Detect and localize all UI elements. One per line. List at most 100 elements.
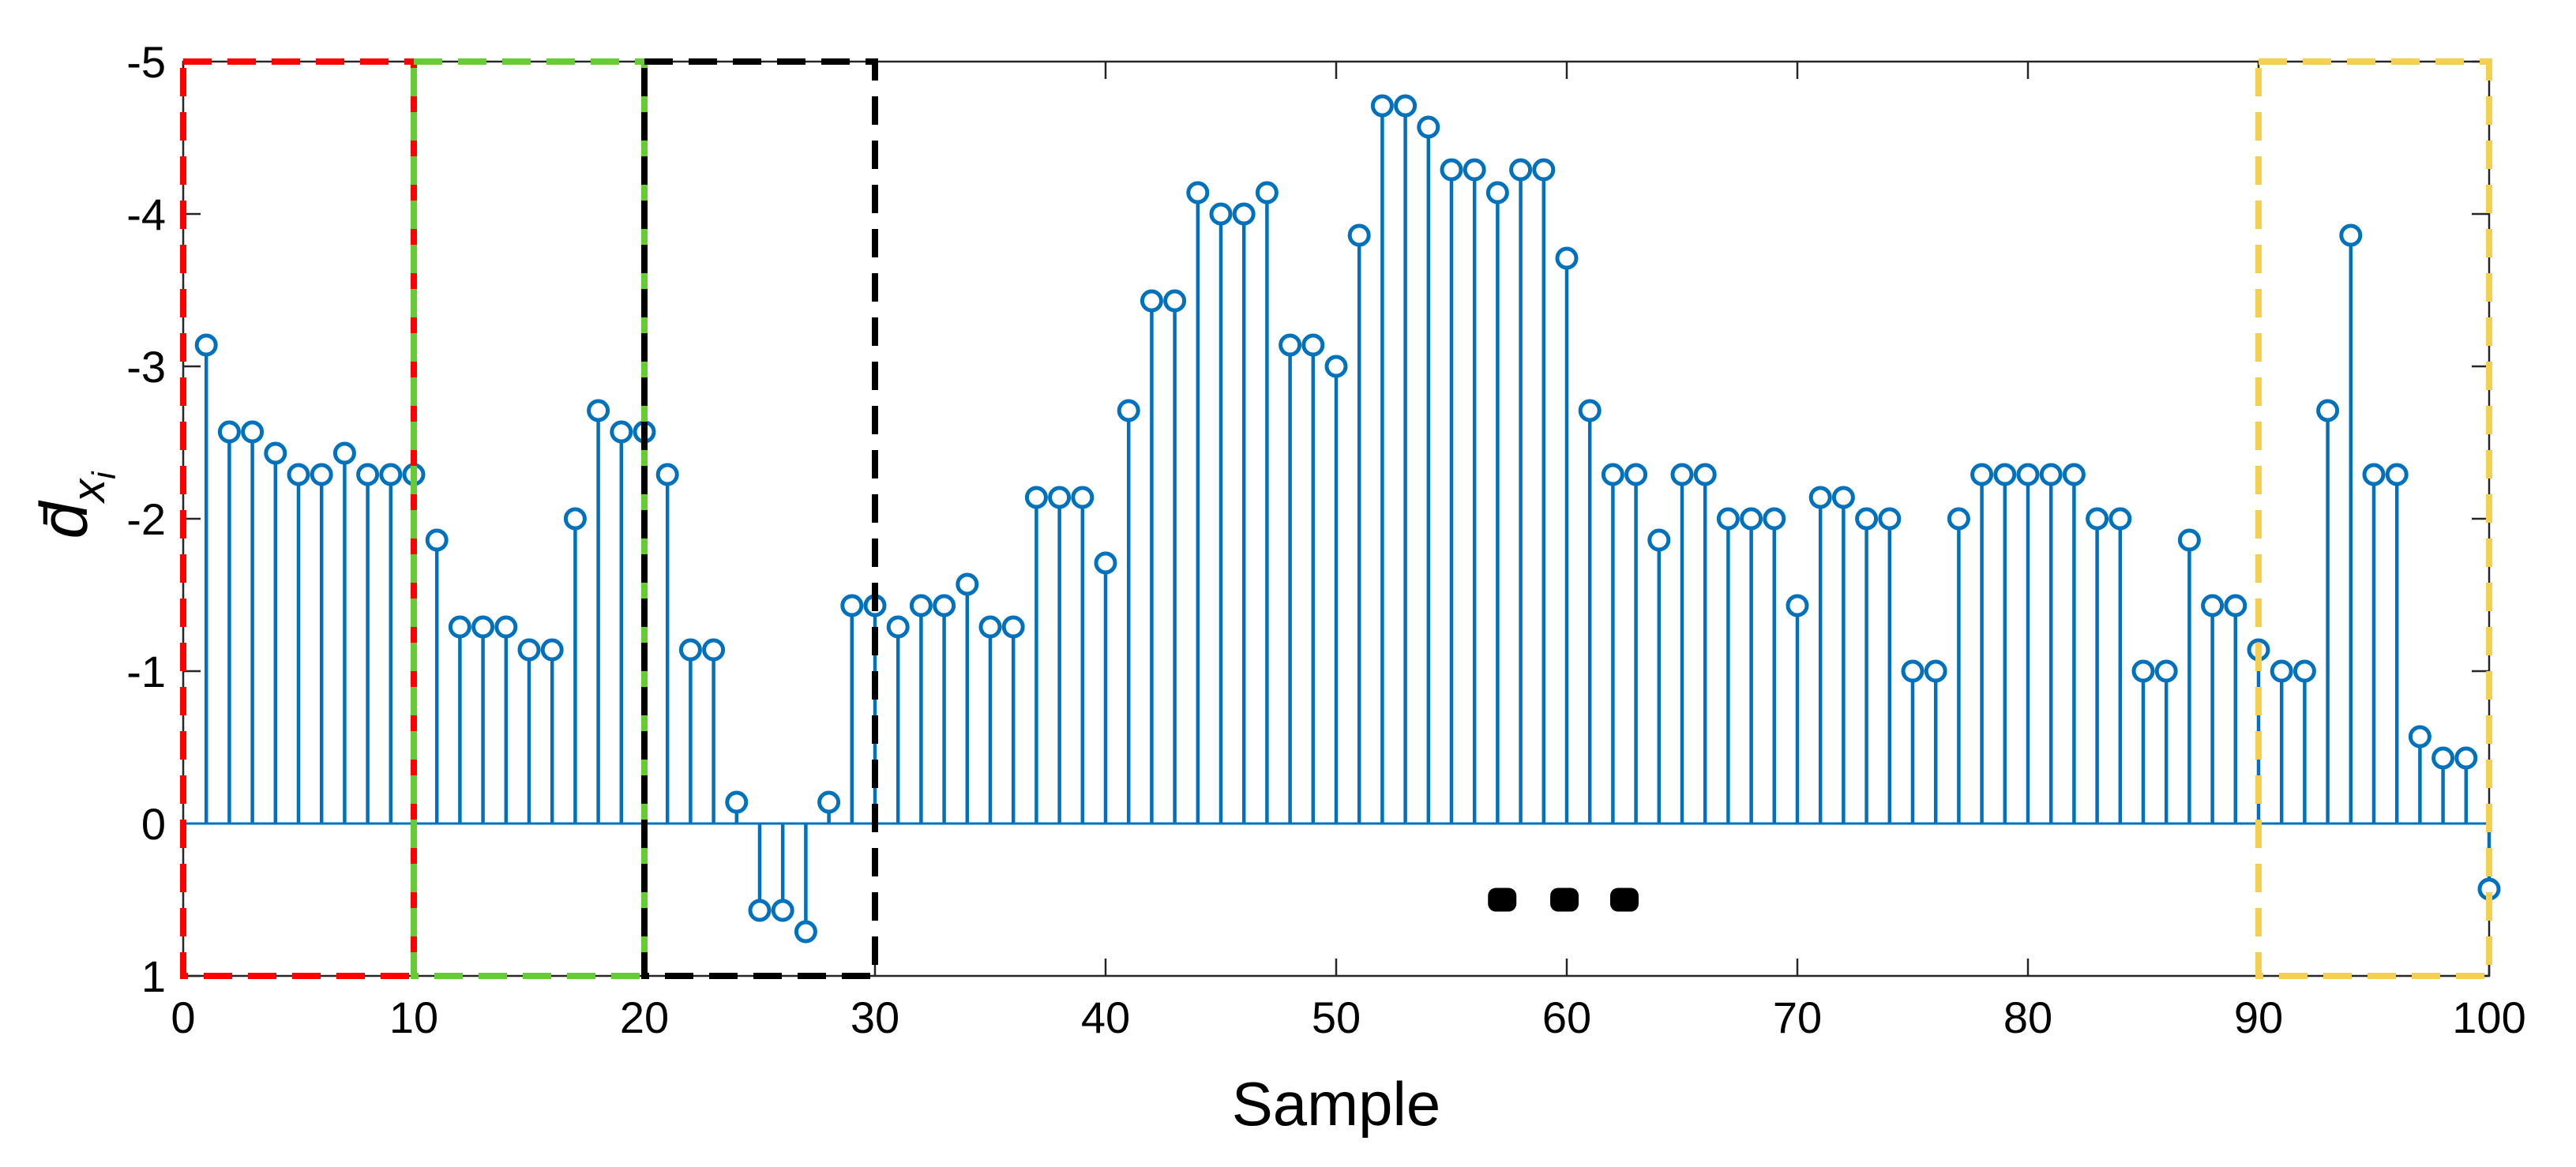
stem-marker	[287, 463, 310, 486]
stem-marker	[771, 899, 794, 922]
x-tick-label: 20	[620, 993, 669, 1042]
stem-marker	[241, 420, 265, 444]
stem-marker	[1763, 507, 1786, 531]
stem-marker	[1117, 399, 1140, 422]
stem-marker	[1578, 399, 1602, 422]
stem-marker	[1048, 486, 1072, 509]
stem-marker	[1463, 158, 1486, 182]
stem-marker	[1924, 659, 1947, 683]
stem-marker	[678, 638, 702, 662]
stem-marker	[1163, 289, 1187, 313]
stem-marker	[1716, 507, 1740, 531]
y-axis-label-subscript: x	[63, 478, 115, 505]
stem-marker	[748, 899, 772, 922]
stem-marker	[448, 615, 471, 639]
stem-marker	[1394, 94, 1418, 118]
stem-marker	[610, 420, 633, 444]
stem-marker	[1786, 594, 1809, 617]
stem-marker	[264, 441, 287, 465]
stem-marker	[1255, 181, 1279, 205]
stem-marker	[1485, 181, 1509, 205]
stem-marker	[1347, 223, 1371, 247]
stem-marker	[1693, 463, 1717, 486]
stem-marker	[1140, 289, 1163, 313]
stem-marker	[1740, 507, 1763, 531]
y-axis-label-main: d̄	[27, 501, 101, 539]
stem-marker	[194, 333, 218, 357]
highlight-box	[2255, 58, 2492, 979]
tick-labels: 0 10 20 30 40 50 60 70 80 90 100-5-4-3-2-101	[126, 37, 2526, 1042]
stem-marker	[2362, 463, 2386, 486]
stem-marker	[2431, 746, 2455, 770]
stem-marker	[2039, 463, 2063, 486]
stem-marker	[1279, 333, 1302, 357]
stem-marker	[1301, 333, 1325, 357]
y-tick-label: -1	[126, 647, 166, 696]
stem-marker	[425, 528, 449, 552]
x-tick-label: 30	[851, 993, 899, 1042]
y-tick-label: -2	[126, 494, 166, 544]
stem-marker	[1186, 181, 1210, 205]
stem-marker	[933, 594, 956, 617]
x-axis-label: Sample	[1232, 1069, 1440, 1139]
stem-marker	[2201, 594, 2225, 617]
stem-marker	[817, 790, 841, 814]
stem-marker	[494, 615, 518, 639]
stem-marker	[1232, 202, 1256, 226]
stem-marker	[1831, 486, 1855, 509]
stem-marker	[1440, 158, 1463, 182]
stem-marker	[1094, 551, 1117, 575]
stem-marker	[909, 594, 933, 617]
stem-marker	[471, 615, 495, 639]
stem-marker	[655, 463, 679, 486]
stem-marker	[1324, 355, 1348, 378]
y-tick-label: -3	[126, 342, 166, 392]
x-tick-label: 40	[1081, 993, 1130, 1042]
stem-marker	[1901, 659, 1924, 683]
stem-marker	[2408, 725, 2431, 749]
highlight-box	[641, 58, 878, 979]
stem-marker	[1509, 158, 1533, 182]
y-tick-label: 0	[141, 799, 166, 849]
stem-marker	[2016, 463, 2040, 486]
stem-marker	[1624, 463, 1648, 486]
ellipsis-dot	[1610, 887, 1639, 912]
stem-marker	[956, 572, 979, 596]
stem-marker	[2154, 659, 2178, 683]
stem-marker	[310, 463, 333, 486]
stem-marker	[702, 638, 726, 662]
stem-marker	[1024, 486, 1048, 509]
stem-marker	[356, 463, 380, 486]
stem-marker	[1555, 246, 1579, 270]
stem-marker	[540, 638, 564, 662]
stem-marker	[886, 615, 910, 639]
stem-marker	[2270, 659, 2293, 683]
axis-labels: Sample d̄xi	[27, 471, 1440, 1139]
stem-marker	[2316, 399, 2340, 422]
stem-marker	[1601, 463, 1624, 486]
stem-marker	[794, 920, 817, 944]
x-tick-label: 70	[1773, 993, 1822, 1042]
stem-marker	[217, 420, 241, 444]
stem-marker	[1855, 507, 1879, 531]
stem-marker	[2292, 659, 2316, 683]
x-tick-label: 50	[1312, 993, 1361, 1042]
stem-marker	[1670, 463, 1694, 486]
x-tick-label: 90	[2234, 993, 2283, 1042]
stem-marker	[517, 638, 541, 662]
ellipsis-dot	[1488, 887, 1517, 912]
x-tick-label: 60	[1542, 993, 1591, 1042]
stem-series	[183, 94, 2501, 944]
stem-marker	[587, 399, 610, 422]
ellipsis-dot	[1550, 887, 1579, 912]
x-tick-label: 80	[2003, 993, 2052, 1042]
stem-marker	[1209, 202, 1233, 226]
x-tick-label: 10	[389, 993, 438, 1042]
stem-marker	[2086, 507, 2109, 531]
stem-marker	[1370, 94, 1394, 118]
stem-marker	[1647, 528, 1671, 552]
stem-marker	[978, 615, 1002, 639]
stem-marker	[332, 441, 356, 465]
